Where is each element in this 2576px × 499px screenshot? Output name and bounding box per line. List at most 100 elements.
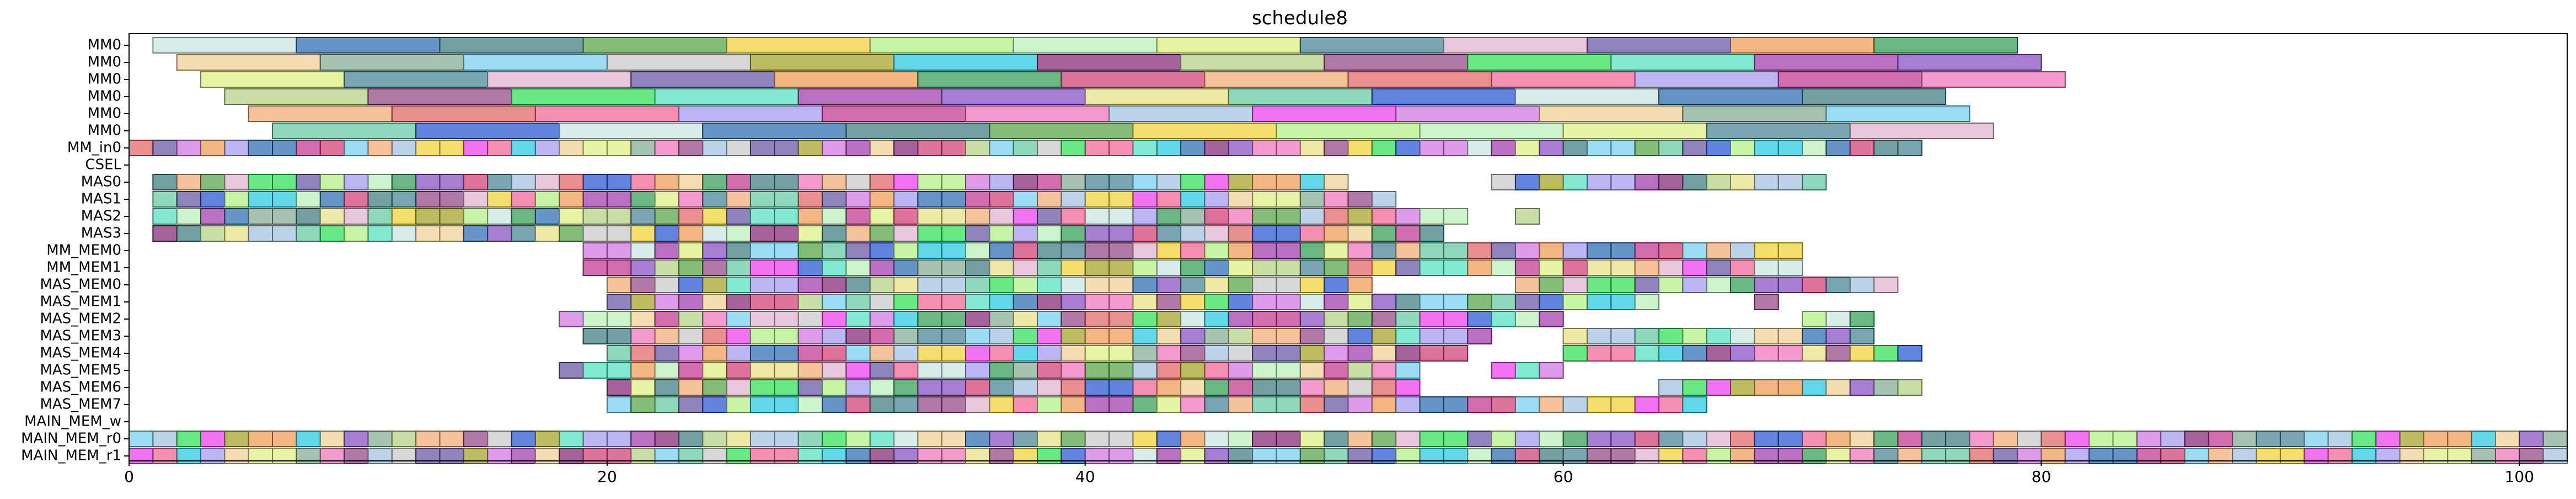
task-bar-r9-t12 bbox=[415, 191, 441, 208]
task-bar-r23-t3 bbox=[200, 431, 226, 447]
task-bar-r18-t61 bbox=[1586, 345, 1612, 362]
task-bar-r13-t53 bbox=[1395, 259, 1421, 276]
task-bar-r23-t45 bbox=[1204, 431, 1229, 447]
task-bar-r13-t36 bbox=[989, 259, 1014, 276]
y-tick-label: MAIN_MEM_r0 bbox=[21, 431, 121, 447]
task-bar-r12-t23 bbox=[678, 242, 704, 259]
task-bar-r16-t39 bbox=[1061, 311, 1086, 327]
task-bar-r17-t47 bbox=[1252, 328, 1277, 344]
task-bar-r0-3 bbox=[582, 37, 727, 54]
task-bar-r23-t1 bbox=[152, 431, 178, 447]
task-bar-r17-t62 bbox=[1610, 328, 1636, 344]
task-bar-r10-t26 bbox=[749, 208, 775, 225]
task-bar-r23-t39 bbox=[1061, 431, 1086, 447]
task-bar-r3-11 bbox=[1802, 88, 1947, 105]
task-bar-r19-t18 bbox=[559, 362, 584, 379]
task-bar-r23-t18 bbox=[559, 431, 584, 447]
task-bar-r13-t42 bbox=[1132, 259, 1158, 276]
task-bar-r18-t54 bbox=[1419, 345, 1444, 362]
task-bar-r10-t27 bbox=[774, 208, 799, 225]
task-bar-r11-t28 bbox=[797, 225, 823, 242]
task-bar-r9-t30 bbox=[845, 191, 871, 208]
task-bar-r23-t6 bbox=[272, 431, 297, 447]
task-bar-r23-t51 bbox=[1347, 431, 1373, 447]
task-bar-r11-t23 bbox=[678, 225, 704, 242]
task-bar-r11-t42 bbox=[1132, 225, 1158, 242]
task-bar-r21-t36 bbox=[989, 396, 1014, 413]
task-bar-r10-t31 bbox=[869, 208, 895, 225]
task-bar-r16-t21 bbox=[630, 311, 656, 327]
task-bar-r21-t30 bbox=[845, 396, 871, 413]
task-bar-r18-t63 bbox=[1634, 345, 1659, 362]
task-bar-r6-t15 bbox=[487, 140, 512, 156]
task-bar-r11-t13 bbox=[439, 225, 464, 242]
task-bar-r23-t43 bbox=[1156, 431, 1182, 447]
task-bar-r0-5 bbox=[869, 37, 1014, 54]
task-bar-r23-t97 bbox=[2447, 431, 2472, 447]
task-bar-r16-t35 bbox=[965, 311, 990, 327]
task-bar-r11-t43 bbox=[1156, 225, 1182, 242]
task-bar-r13-t24 bbox=[702, 259, 727, 276]
task-bar-r21-t43 bbox=[1156, 396, 1182, 413]
task-bar-r6-t30 bbox=[845, 140, 871, 156]
task-bar-r23-t92 bbox=[2327, 431, 2353, 447]
task-bar-r13-t37 bbox=[1013, 259, 1038, 276]
task-bar-r16-t55 bbox=[1443, 311, 1469, 327]
y-tick-label: MAS_MEM2 bbox=[40, 311, 121, 327]
task-bar-r14-t50 bbox=[1324, 277, 1349, 293]
task-bar-r10-t45 bbox=[1204, 208, 1229, 225]
task-bar-r6-t62 bbox=[1610, 140, 1636, 156]
task-bar-r9-t45 bbox=[1204, 191, 1229, 208]
task-bar-r23-t4 bbox=[224, 431, 249, 447]
task-bar-r10-t11 bbox=[391, 208, 417, 225]
task-bar-r4-0 bbox=[248, 105, 393, 122]
task-bar-r11-t40 bbox=[1084, 225, 1110, 242]
task-bar-r12-t25 bbox=[726, 242, 751, 259]
task-bar-r13-t39 bbox=[1061, 259, 1086, 276]
task-bar-r14-t65 bbox=[1682, 277, 1707, 293]
task-bar-r19-t50 bbox=[1324, 362, 1349, 379]
task-bar-r1-2 bbox=[463, 54, 608, 71]
task-bar-r6-t61 bbox=[1586, 140, 1612, 156]
task-bar-r17-t72 bbox=[1849, 328, 1875, 344]
task-bar-r13-t49 bbox=[1299, 259, 1325, 276]
task-bar-r12-t31 bbox=[869, 242, 895, 259]
task-bar-r17-t20 bbox=[606, 328, 632, 344]
task-bar-r10-t58 bbox=[1514, 208, 1540, 225]
task-bar-r16-t43 bbox=[1156, 311, 1182, 327]
task-bar-r9-t52 bbox=[1371, 191, 1397, 208]
task-bar-r10-t25 bbox=[726, 208, 751, 225]
task-bar-r19-t23 bbox=[678, 362, 704, 379]
task-bar-r8-t5 bbox=[248, 174, 274, 190]
task-bar-r18-t62 bbox=[1610, 345, 1636, 362]
task-bar-r6-t11 bbox=[391, 140, 417, 156]
task-bar-r13-t29 bbox=[821, 259, 847, 276]
task-bar-r12-t34 bbox=[941, 242, 967, 259]
task-bar-r9-t2 bbox=[176, 191, 202, 208]
task-bar-r21-t44 bbox=[1180, 396, 1206, 413]
task-bar-r6-t16 bbox=[511, 140, 536, 156]
task-bar-r15-t44 bbox=[1180, 294, 1206, 310]
task-bar-r9-t27 bbox=[774, 191, 799, 208]
task-bar-r9-t31 bbox=[869, 191, 895, 208]
task-bar-r23-t66 bbox=[1706, 431, 1731, 447]
task-bar-r23-t59 bbox=[1539, 431, 1564, 447]
task-bar-r23-t60 bbox=[1562, 431, 1588, 447]
task-bar-r23-t31 bbox=[869, 431, 895, 447]
task-bar-r20-t73 bbox=[1873, 379, 1899, 396]
task-bar-r17-t42 bbox=[1132, 328, 1158, 344]
task-bar-r23-t98 bbox=[2471, 431, 2496, 447]
task-bar-r13-t41 bbox=[1108, 259, 1134, 276]
task-bar-r15-t36 bbox=[989, 294, 1014, 310]
task-bar-r23-t54 bbox=[1419, 431, 1444, 447]
task-bar-r6-t2 bbox=[176, 140, 202, 156]
task-bar-r21-t40 bbox=[1084, 396, 1110, 413]
task-bar-r1-10 bbox=[1610, 54, 1755, 71]
task-bar-r15-t55 bbox=[1443, 294, 1469, 310]
task-bar-r18-t60 bbox=[1562, 345, 1588, 362]
task-bar-r21-t45 bbox=[1204, 396, 1229, 413]
task-bar-r21-t27 bbox=[774, 396, 799, 413]
task-bar-r17-t22 bbox=[654, 328, 679, 344]
task-bar-r14-t26 bbox=[749, 277, 775, 293]
